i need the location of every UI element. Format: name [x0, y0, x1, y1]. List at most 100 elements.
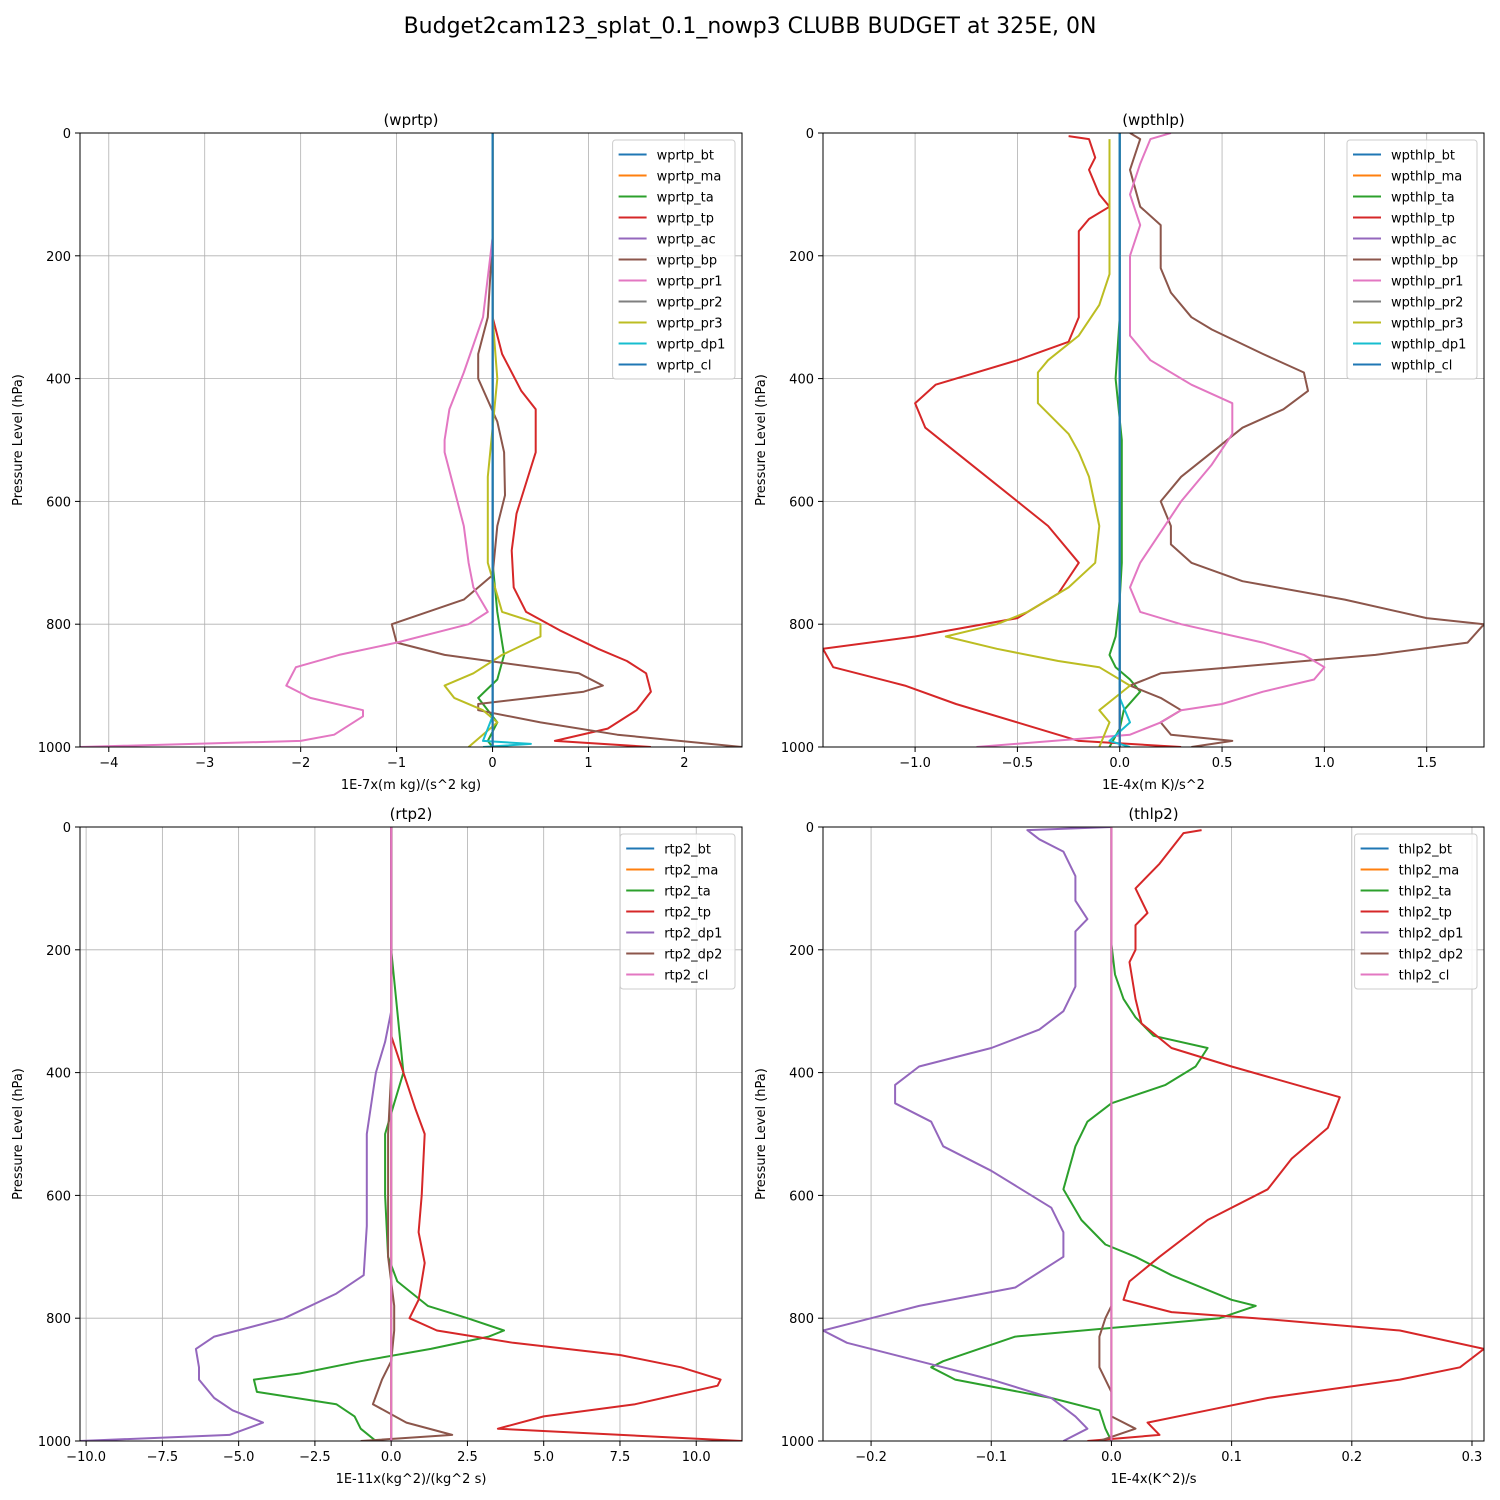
- x-tick-label: 0.5: [1212, 756, 1233, 771]
- y-tick-label: 200: [46, 944, 71, 959]
- y-axis-label: Pressure Level (hPa): [754, 374, 769, 506]
- y-tick-label: 400: [789, 1067, 814, 1082]
- x-tick-label: 10.0: [682, 1450, 711, 1465]
- x-tick-label: −5.0: [223, 1450, 255, 1465]
- series-line-thlp2_tp: [1087, 829, 1484, 1441]
- legend-box: [1354, 833, 1478, 990]
- x-tick-label: −1.0: [899, 756, 931, 771]
- subplot-2: −10.0 −7.5 −5.0 −2.5 0.0 2.5 5.0 7.5 10.0 0 200 400…: [11, 805, 743, 1487]
- legend-entry: wpthlp_ma: [1391, 170, 1462, 185]
- y-tick-label: 1000: [38, 741, 71, 756]
- legend-entry: thlp2_bt: [1399, 843, 1452, 858]
- legend-entry: wprtp_bp: [657, 254, 718, 269]
- x-tick-label: −10.0: [66, 1450, 106, 1465]
- y-tick-label: 600: [789, 1189, 814, 1204]
- legend-entry: rtp2_ma: [664, 864, 718, 879]
- legend-entry: wpthlp_ta: [1391, 191, 1455, 206]
- legend: wprtp_bt wprtp_ma wprtp_ta wprtp_tp wprtp_ac…: [612, 139, 736, 380]
- legend: wpthlp_bt wpthlp_ma wpthlp_ta wpthlp_tpwpth…: [1346, 139, 1478, 380]
- x-axis-label: 1E-7x(m kg)/(s^2 kg): [341, 778, 481, 793]
- x-axis-label: 1E-11x(kg^2)/(kg^2 s): [336, 1472, 487, 1487]
- legend-entry: wprtp_cl: [657, 359, 712, 374]
- x-tick-label: −3: [195, 756, 214, 771]
- x-axis-label: 1E-4x(m K)/s^2: [1102, 778, 1205, 793]
- legend-entry: wprtp_ac: [657, 233, 716, 248]
- y-tick-label: 200: [46, 250, 71, 265]
- x-tick-label: 7.5: [610, 1450, 631, 1465]
- subplot-0: −4 −3 −2 −1 0 1 2 0 200 400 600 800 1000 (wprtp) 1E-7x…: [11, 111, 743, 793]
- x-tick-label: −2: [291, 756, 310, 771]
- legend-entry: thlp2_ta: [1399, 885, 1452, 900]
- subplot-1: −1.0 −0.5 0.0 0.5 1.0 1.5 0 200 400 600 800 1000 (wp…: [754, 111, 1485, 793]
- y-tick-label: 600: [46, 495, 71, 510]
- series-line-rtp2_dp1: [80, 827, 393, 1441]
- y-tick-label: 200: [789, 250, 814, 265]
- y-tick-label: 0: [63, 821, 71, 836]
- y-tick-label: 800: [789, 1312, 814, 1327]
- legend-entry: wpthlp_pr2: [1391, 296, 1463, 311]
- series-line-rtp2_tp: [390, 827, 742, 1441]
- legend-entry: wprtp_pr1: [657, 275, 723, 290]
- x-tick-label: 0.1: [1221, 1450, 1242, 1465]
- series-line-wprtp_pr3: [443, 133, 542, 747]
- y-tick-label: 0: [63, 127, 71, 142]
- series-line-wprtp_tp: [491, 133, 652, 747]
- axes-frame: [822, 826, 1485, 1442]
- legend-entry: wprtp_pr3: [657, 317, 723, 332]
- series-line-wprtp_pr1: [80, 237, 494, 747]
- series-line-thlp2_dp1: [823, 827, 1112, 1441]
- legend-entry: rtp2_dp2: [664, 948, 722, 963]
- x-tick-label: −4: [99, 756, 118, 771]
- y-tick-label: 400: [46, 373, 71, 388]
- y-tick-label: 0: [806, 127, 814, 142]
- x-tick-label: 0.2: [1341, 1450, 1362, 1465]
- y-tick-label: 1000: [781, 741, 814, 756]
- legend-box: [1346, 139, 1478, 380]
- x-tick-label: 5.0: [533, 1450, 554, 1465]
- axes-frame: [822, 132, 1485, 748]
- x-tick-label: −0.5: [1002, 756, 1034, 771]
- legend-entry: thlp2_tp: [1399, 906, 1452, 921]
- legend-entry: wpthlp_dp1: [1391, 338, 1466, 353]
- x-tick-label: 0.0: [1101, 1450, 1122, 1465]
- y-tick-label: 600: [789, 495, 814, 510]
- y-tick-label: 800: [789, 618, 814, 633]
- subplot-title: (wpthlp): [1122, 111, 1185, 129]
- legend-entry: thlp2_dp2: [1399, 948, 1464, 963]
- x-axis-label: 1E-4x(K^2)/s: [1110, 1472, 1196, 1487]
- series-line-wpthlp_pr1: [976, 133, 1326, 747]
- series-line-wpthlp_ta: [1108, 133, 1142, 747]
- x-tick-label: 2: [680, 756, 688, 771]
- y-tick-label: 600: [46, 1189, 71, 1204]
- legend-entry: wpthlp_bt: [1391, 149, 1455, 164]
- y-tick-label: 1000: [38, 1435, 71, 1450]
- x-tick-label: 0: [488, 756, 496, 771]
- series-line-wpthlp_tp: [823, 135, 1182, 747]
- legend-entry: thlp2_dp1: [1399, 927, 1464, 942]
- legend-entry: wprtp_pr2: [657, 296, 723, 311]
- x-tick-label: −1: [387, 756, 406, 771]
- legend: rtp2_bt rtp2_ma rtp2_ta rtp2_tp rtp2_dp1 rtp2…: [619, 833, 736, 990]
- series-line-thlp2_dp2: [1098, 827, 1137, 1441]
- figure-title: Budget2cam123_splat_0.1_nowp3 CLUBB BUDG…: [403, 14, 1097, 39]
- legend-entry: thlp2_ma: [1399, 864, 1460, 879]
- axes-frame: [79, 132, 743, 748]
- x-tick-label: 0.0: [1109, 756, 1130, 771]
- legend-entry: thlp2_cl: [1399, 969, 1450, 984]
- x-tick-label: 0.3: [1462, 1450, 1483, 1465]
- series-line-rtp2_ta: [252, 827, 505, 1441]
- x-tick-label: 1.0: [1314, 756, 1335, 771]
- x-tick-label: −7.5: [147, 1450, 179, 1465]
- legend-entry: wprtp_ta: [657, 191, 714, 206]
- x-tick-label: −0.2: [855, 1450, 887, 1465]
- x-tick-label: −0.1: [975, 1450, 1007, 1465]
- legend-entry: rtp2_cl: [664, 969, 708, 984]
- legend-entry: rtp2_dp1: [664, 927, 722, 942]
- legend-entry: wpthlp_pr3: [1391, 317, 1463, 332]
- x-tick-label: 0.0: [381, 1450, 402, 1465]
- y-tick-label: 800: [46, 618, 71, 633]
- legend-box: [619, 833, 736, 990]
- legend-entry: wpthlp_tp: [1391, 212, 1455, 227]
- axes-frame: [79, 826, 743, 1442]
